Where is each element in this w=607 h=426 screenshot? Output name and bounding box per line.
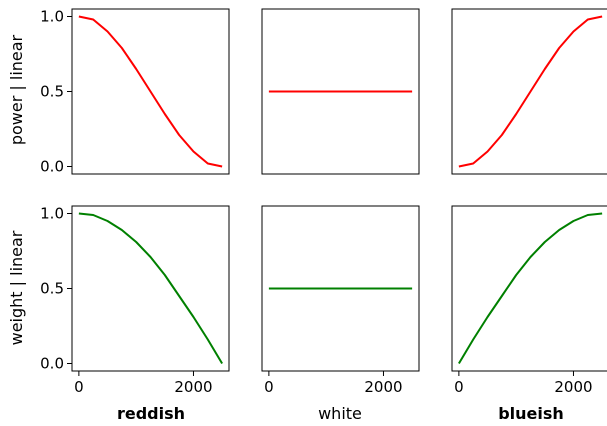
x-tick-label: 2000 (554, 378, 592, 396)
subplot-r0-c2 (451, 8, 607, 175)
x-tick-label: 2000 (174, 378, 212, 396)
axes-frame (71, 205, 230, 372)
row-label-weight: weight | linear (7, 230, 26, 345)
subplot-r1-c0: 0.0 0.5 1.0 0 2000 (40, 205, 230, 396)
column-label-white: white (318, 404, 362, 423)
x-tick-label: 2000 (364, 378, 402, 396)
y-tick-label: 0.0 (40, 158, 64, 176)
series-line (458, 212, 603, 365)
series-line (78, 15, 223, 168)
series-line (78, 212, 223, 365)
axes-frame (261, 205, 420, 372)
y-tick-label: 1.0 (40, 8, 64, 26)
axes-frame (261, 8, 420, 175)
row-label-power: power | linear (7, 34, 26, 145)
y-tick-label: 0.5 (40, 83, 64, 101)
axes-frame (451, 8, 607, 175)
subplot-grid: 0.0 0.5 1.0 0.0 0.5 1.0 0 2000 0 2000 0 2000 (40, 8, 607, 396)
axes-frame (451, 205, 607, 372)
y-tick-label: 0.5 (40, 280, 64, 298)
x-tick-label: 0 (264, 378, 274, 396)
x-tick-label: 0 (454, 378, 464, 396)
y-tick-label: 1.0 (40, 205, 64, 223)
y-tick-label: 0.0 (40, 355, 64, 373)
series-line (458, 15, 603, 168)
subplot-r1-c2: 0 2000 (451, 205, 607, 396)
column-label-blueish: blueish (498, 404, 564, 423)
column-label-reddish: reddish (117, 404, 185, 423)
subplot-r0-c0: 0.0 0.5 1.0 (40, 8, 230, 176)
subplot-r0-c1 (261, 8, 420, 175)
x-tick-label: 0 (74, 378, 84, 396)
subplot-r1-c1: 0 2000 (261, 205, 420, 396)
